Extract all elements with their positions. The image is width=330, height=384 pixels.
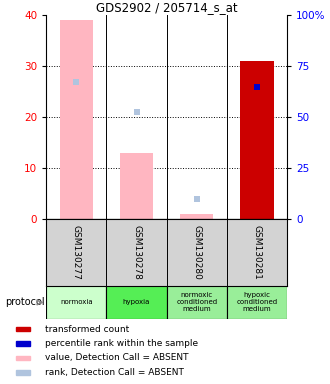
Text: rank, Detection Call = ABSENT: rank, Detection Call = ABSENT (45, 368, 184, 377)
Text: percentile rank within the sample: percentile rank within the sample (45, 339, 198, 348)
Text: transformed count: transformed count (45, 324, 130, 334)
Text: hypoxic
conditioned
medium: hypoxic conditioned medium (236, 292, 278, 313)
Text: value, Detection Call = ABSENT: value, Detection Call = ABSENT (45, 353, 189, 362)
Bar (180, 214, 213, 219)
Bar (106, 286, 167, 319)
Text: GSM130277: GSM130277 (72, 225, 81, 280)
Bar (60, 20, 93, 219)
Bar (241, 61, 274, 219)
Text: GSM130280: GSM130280 (192, 225, 201, 280)
Text: GSM130278: GSM130278 (132, 225, 141, 280)
Text: normoxic
conditioned
medium: normoxic conditioned medium (176, 292, 217, 313)
Text: hypoxia: hypoxia (123, 300, 150, 305)
Text: GSM130281: GSM130281 (252, 225, 261, 280)
Text: protocol: protocol (5, 297, 45, 308)
Bar (16, 356, 30, 360)
Bar (167, 286, 227, 319)
Bar (120, 153, 153, 219)
Bar (16, 370, 30, 374)
Text: normoxia: normoxia (60, 300, 93, 305)
Bar (16, 327, 30, 331)
Bar (46, 286, 106, 319)
Bar (227, 286, 287, 319)
Title: GDS2902 / 205714_s_at: GDS2902 / 205714_s_at (96, 1, 238, 14)
Bar (16, 341, 30, 346)
